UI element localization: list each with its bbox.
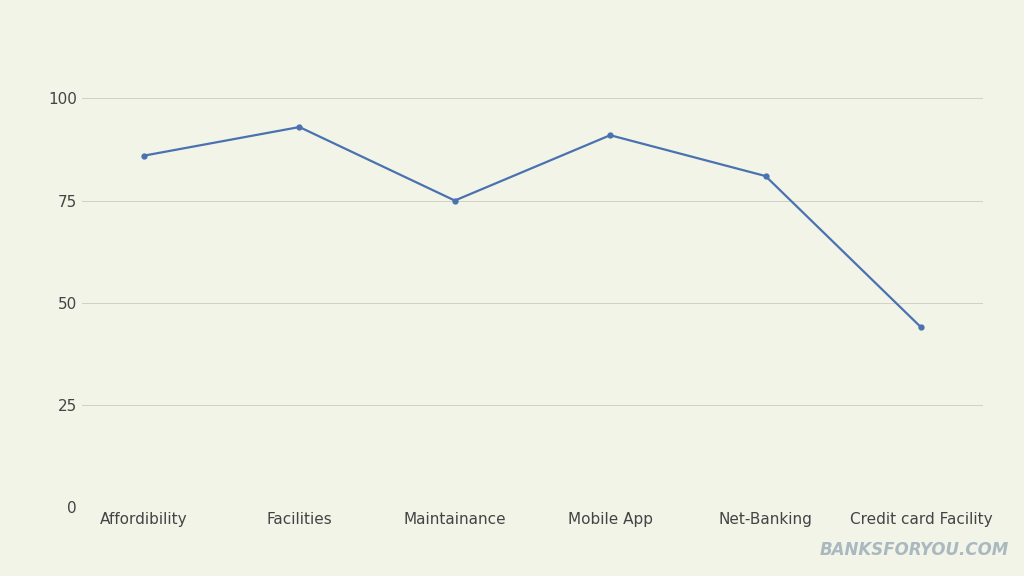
Text: BANKSFORYOU.COM: BANKSFORYOU.COM xyxy=(819,541,1009,559)
